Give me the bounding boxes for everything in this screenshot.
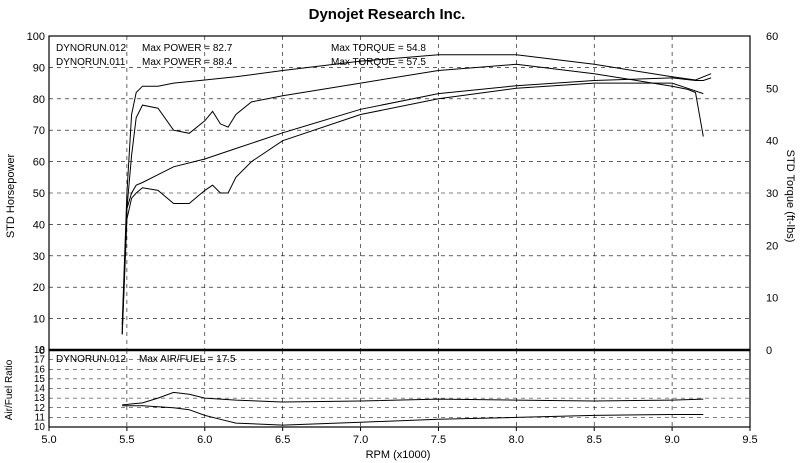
- x-tick-label: 5.5: [119, 434, 134, 446]
- hp-axis-label: STD Horsepower: [5, 153, 17, 238]
- power-torque-gridlines: [49, 36, 750, 350]
- hp-tick-label: 70: [33, 125, 45, 137]
- x-tick-label: 6.5: [275, 434, 290, 446]
- af-tick-label: 16: [34, 364, 46, 375]
- x-tick-label: 9.5: [742, 434, 757, 446]
- torque-line-dynorun-011: [121, 77, 712, 330]
- torque-tick-label: 0: [766, 345, 772, 357]
- torque-tick-label: 50: [766, 83, 778, 95]
- hp-tick-label: 40: [33, 219, 45, 231]
- hp-tick-label: 10: [33, 314, 45, 326]
- air-fuel-axis-label: Air/Fuel Ratio: [4, 359, 15, 420]
- af-tick-label: 18: [34, 345, 46, 356]
- legend-torque-011: Max TORQUE = 57.5: [331, 57, 426, 68]
- x-tick-label: 6.0: [197, 434, 212, 446]
- hp-tick-label: 100: [27, 31, 45, 43]
- x-axis-label: RPM (x1000): [366, 449, 431, 461]
- torque-tick-label: 30: [766, 188, 778, 200]
- hp-tick-label: 20: [33, 282, 45, 294]
- torque-tick-label: 60: [766, 31, 778, 43]
- air-fuel-line-dynorun-012: [122, 391, 704, 406]
- legend-power-012: Max POWER = 82.7: [142, 43, 233, 54]
- power-line-dynorun-012: [121, 63, 704, 335]
- hp-tick-label: 60: [33, 157, 45, 169]
- power-line-dynorun-011: [121, 54, 712, 325]
- x-axis-ticks: 5.0 5.5 6.0 6.5 7.0 7.5 8.0 8.5 9.0 9.5: [41, 427, 758, 446]
- torque-tick-label: 20: [766, 240, 778, 252]
- af-tick-label: 14: [34, 384, 46, 395]
- series-layer: [121, 54, 712, 426]
- x-tick-label: 9.0: [664, 434, 679, 446]
- af-tick-label: 17: [34, 355, 46, 366]
- torque-line-dynorun-012: [121, 82, 704, 335]
- torque-axis-label: STD Torque (ft-lbs): [784, 150, 796, 243]
- x-tick-label: 8.0: [509, 434, 524, 446]
- legend-run-012: DYNORUN.012: [56, 43, 126, 54]
- legend-power-011: Max POWER = 88.4: [142, 57, 233, 68]
- af-tick-label: 12: [34, 403, 46, 414]
- x-tick-label: 7.0: [353, 434, 368, 446]
- af-tick-label: 13: [34, 393, 46, 404]
- legend-lower: DYNORUN.012 Max AIR/FUEL = 17.5: [56, 354, 236, 365]
- hp-tick-label: 50: [33, 188, 45, 200]
- torque-tick-label: 40: [766, 136, 778, 148]
- legend-run-011: DYNORUN.011: [56, 57, 126, 68]
- x-tick-label: 8.5: [587, 434, 602, 446]
- legend-af-max-012: Max AIR/FUEL = 17.5: [139, 354, 236, 365]
- torque-tick-label: 10: [766, 293, 778, 305]
- torque-axis-ticks: 0 10 20 30 40 50 60: [766, 31, 778, 357]
- hp-tick-label: 0: [39, 345, 45, 357]
- hp-tick-label: 30: [33, 251, 45, 263]
- legend-torque-012: Max TORQUE = 54.8: [331, 43, 426, 54]
- legend-af-run-012: DYNORUN.012: [56, 354, 126, 365]
- hp-tick-label: 90: [33, 62, 45, 74]
- chart-title: Dynojet Research Inc.: [309, 6, 466, 23]
- air-fuel-line-dynorun-011: [122, 405, 704, 426]
- af-tick-label: 15: [34, 374, 46, 385]
- x-tick-label: 7.5: [431, 434, 446, 446]
- af-tick-label: 11: [35, 412, 46, 423]
- af-tick-label: 10: [34, 422, 46, 433]
- legend-upper: DYNORUN.012 Max POWER = 82.7 Max TORQUE …: [56, 43, 426, 68]
- hp-tick-label: 80: [33, 94, 45, 106]
- hp-axis-ticks: 0 10 20 30 40 50 60 70 80 90 100: [27, 31, 45, 357]
- x-tick-label: 5.0: [41, 434, 56, 446]
